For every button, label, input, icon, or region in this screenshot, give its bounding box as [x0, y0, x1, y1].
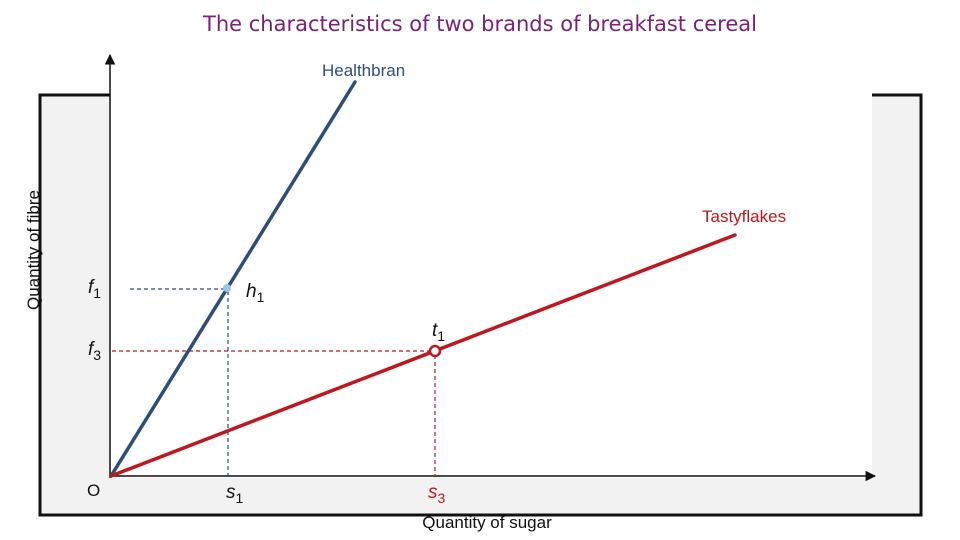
s1-letter: s — [226, 482, 236, 503]
plot-area — [110, 95, 872, 478]
t1-sub: 1 — [437, 328, 445, 344]
f3-label: f3 — [88, 339, 101, 363]
point-t1 — [428, 344, 442, 358]
origin-label: O — [87, 481, 100, 500]
f3-sub: 3 — [93, 347, 101, 363]
x-axis-label: Quantity of sugar — [422, 513, 552, 532]
healthbran-label: Healthbran — [322, 61, 405, 80]
title-gap — [110, 60, 872, 100]
t1-letter: t — [432, 320, 438, 341]
f1-label: f1 — [88, 277, 101, 301]
tastyflakes-label: Tastyflakes — [702, 207, 786, 226]
tastyflakes-line — [109, 233, 737, 478]
s1-label: s1 — [226, 482, 244, 506]
f1-sub: 1 — [93, 285, 101, 301]
s3-label: s3 — [428, 482, 446, 506]
panel-border — [38, 93, 923, 517]
y-axis-label: Quantity of fibre — [24, 190, 43, 310]
f3-letter: f — [88, 339, 95, 360]
point-h1 — [223, 284, 231, 292]
s1-sub: 1 — [236, 490, 244, 506]
healthbran-line — [109, 80, 357, 478]
h1-letter: h — [246, 281, 257, 302]
h1-label: h1 — [246, 281, 265, 305]
f1-letter: f — [88, 277, 95, 298]
t1-label: t1 — [432, 320, 445, 344]
h1-sub: 1 — [257, 289, 265, 305]
s3-letter: s — [428, 482, 438, 503]
page-title: The characteristics of two brands of bre… — [203, 12, 757, 36]
s3-sub: 3 — [438, 490, 446, 506]
